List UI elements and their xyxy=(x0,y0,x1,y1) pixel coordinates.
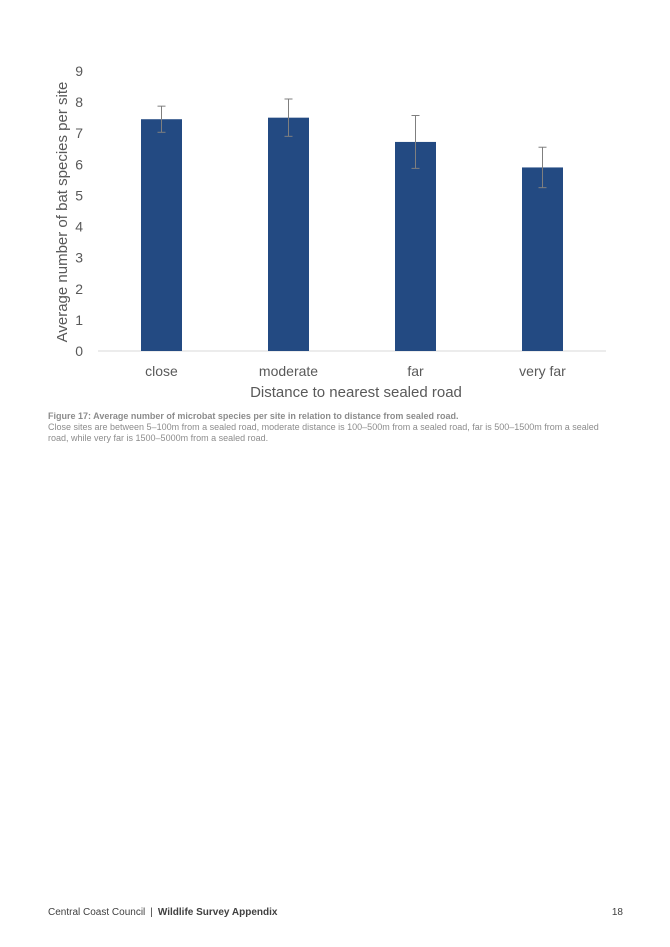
y-tick-label: 5 xyxy=(75,187,83,203)
y-tick-label: 2 xyxy=(75,281,83,297)
bar-moderate xyxy=(268,117,309,352)
page-number: 18 xyxy=(611,907,623,918)
page-footer: Central Coast Council | Wildlife Survey Ap… xyxy=(48,907,623,918)
y-axis-label: Average number of bat species per site xyxy=(54,82,71,343)
caption-title: Figure 17: Average number of microbat sp… xyxy=(48,411,459,421)
y-tick-label: 7 xyxy=(75,125,83,141)
y-tick-label: 1 xyxy=(75,312,83,328)
bar-close xyxy=(141,119,182,351)
bar-chart: 0 1 2 3 4 5 6 7 8 9 close moderate far very far Aver… xyxy=(54,63,606,400)
x-tick-label: moderate xyxy=(259,363,318,379)
error-bar-far xyxy=(411,114,420,169)
error-bar-very-far xyxy=(538,146,547,189)
footer-organization: Central Coast Council xyxy=(48,907,146,918)
y-tick-label: 3 xyxy=(75,250,83,266)
x-tick-label: close xyxy=(145,363,178,379)
figure-caption: Figure 17: Average number of microbat sp… xyxy=(48,411,618,444)
error-bar-moderate xyxy=(284,98,293,137)
y-tick-label: 6 xyxy=(75,156,83,172)
caption-text: Close sites are between 5–100m from a se… xyxy=(48,422,599,443)
x-tick-label: far xyxy=(407,363,424,379)
error-bar-close xyxy=(157,105,166,133)
x-tick-label: very far xyxy=(519,363,566,379)
y-tick-label: 4 xyxy=(75,219,83,235)
y-tick-label: 8 xyxy=(75,94,83,110)
footer-document-title: Wildlife Survey Appendix xyxy=(157,907,278,918)
footer-separator: | xyxy=(150,907,153,918)
x-axis-label: Distance to nearest sealed road xyxy=(250,384,462,400)
y-tick-label: 9 xyxy=(75,63,83,79)
y-tick-label: 0 xyxy=(75,343,83,359)
bar-far xyxy=(395,141,436,351)
bar-very-far xyxy=(522,167,563,351)
